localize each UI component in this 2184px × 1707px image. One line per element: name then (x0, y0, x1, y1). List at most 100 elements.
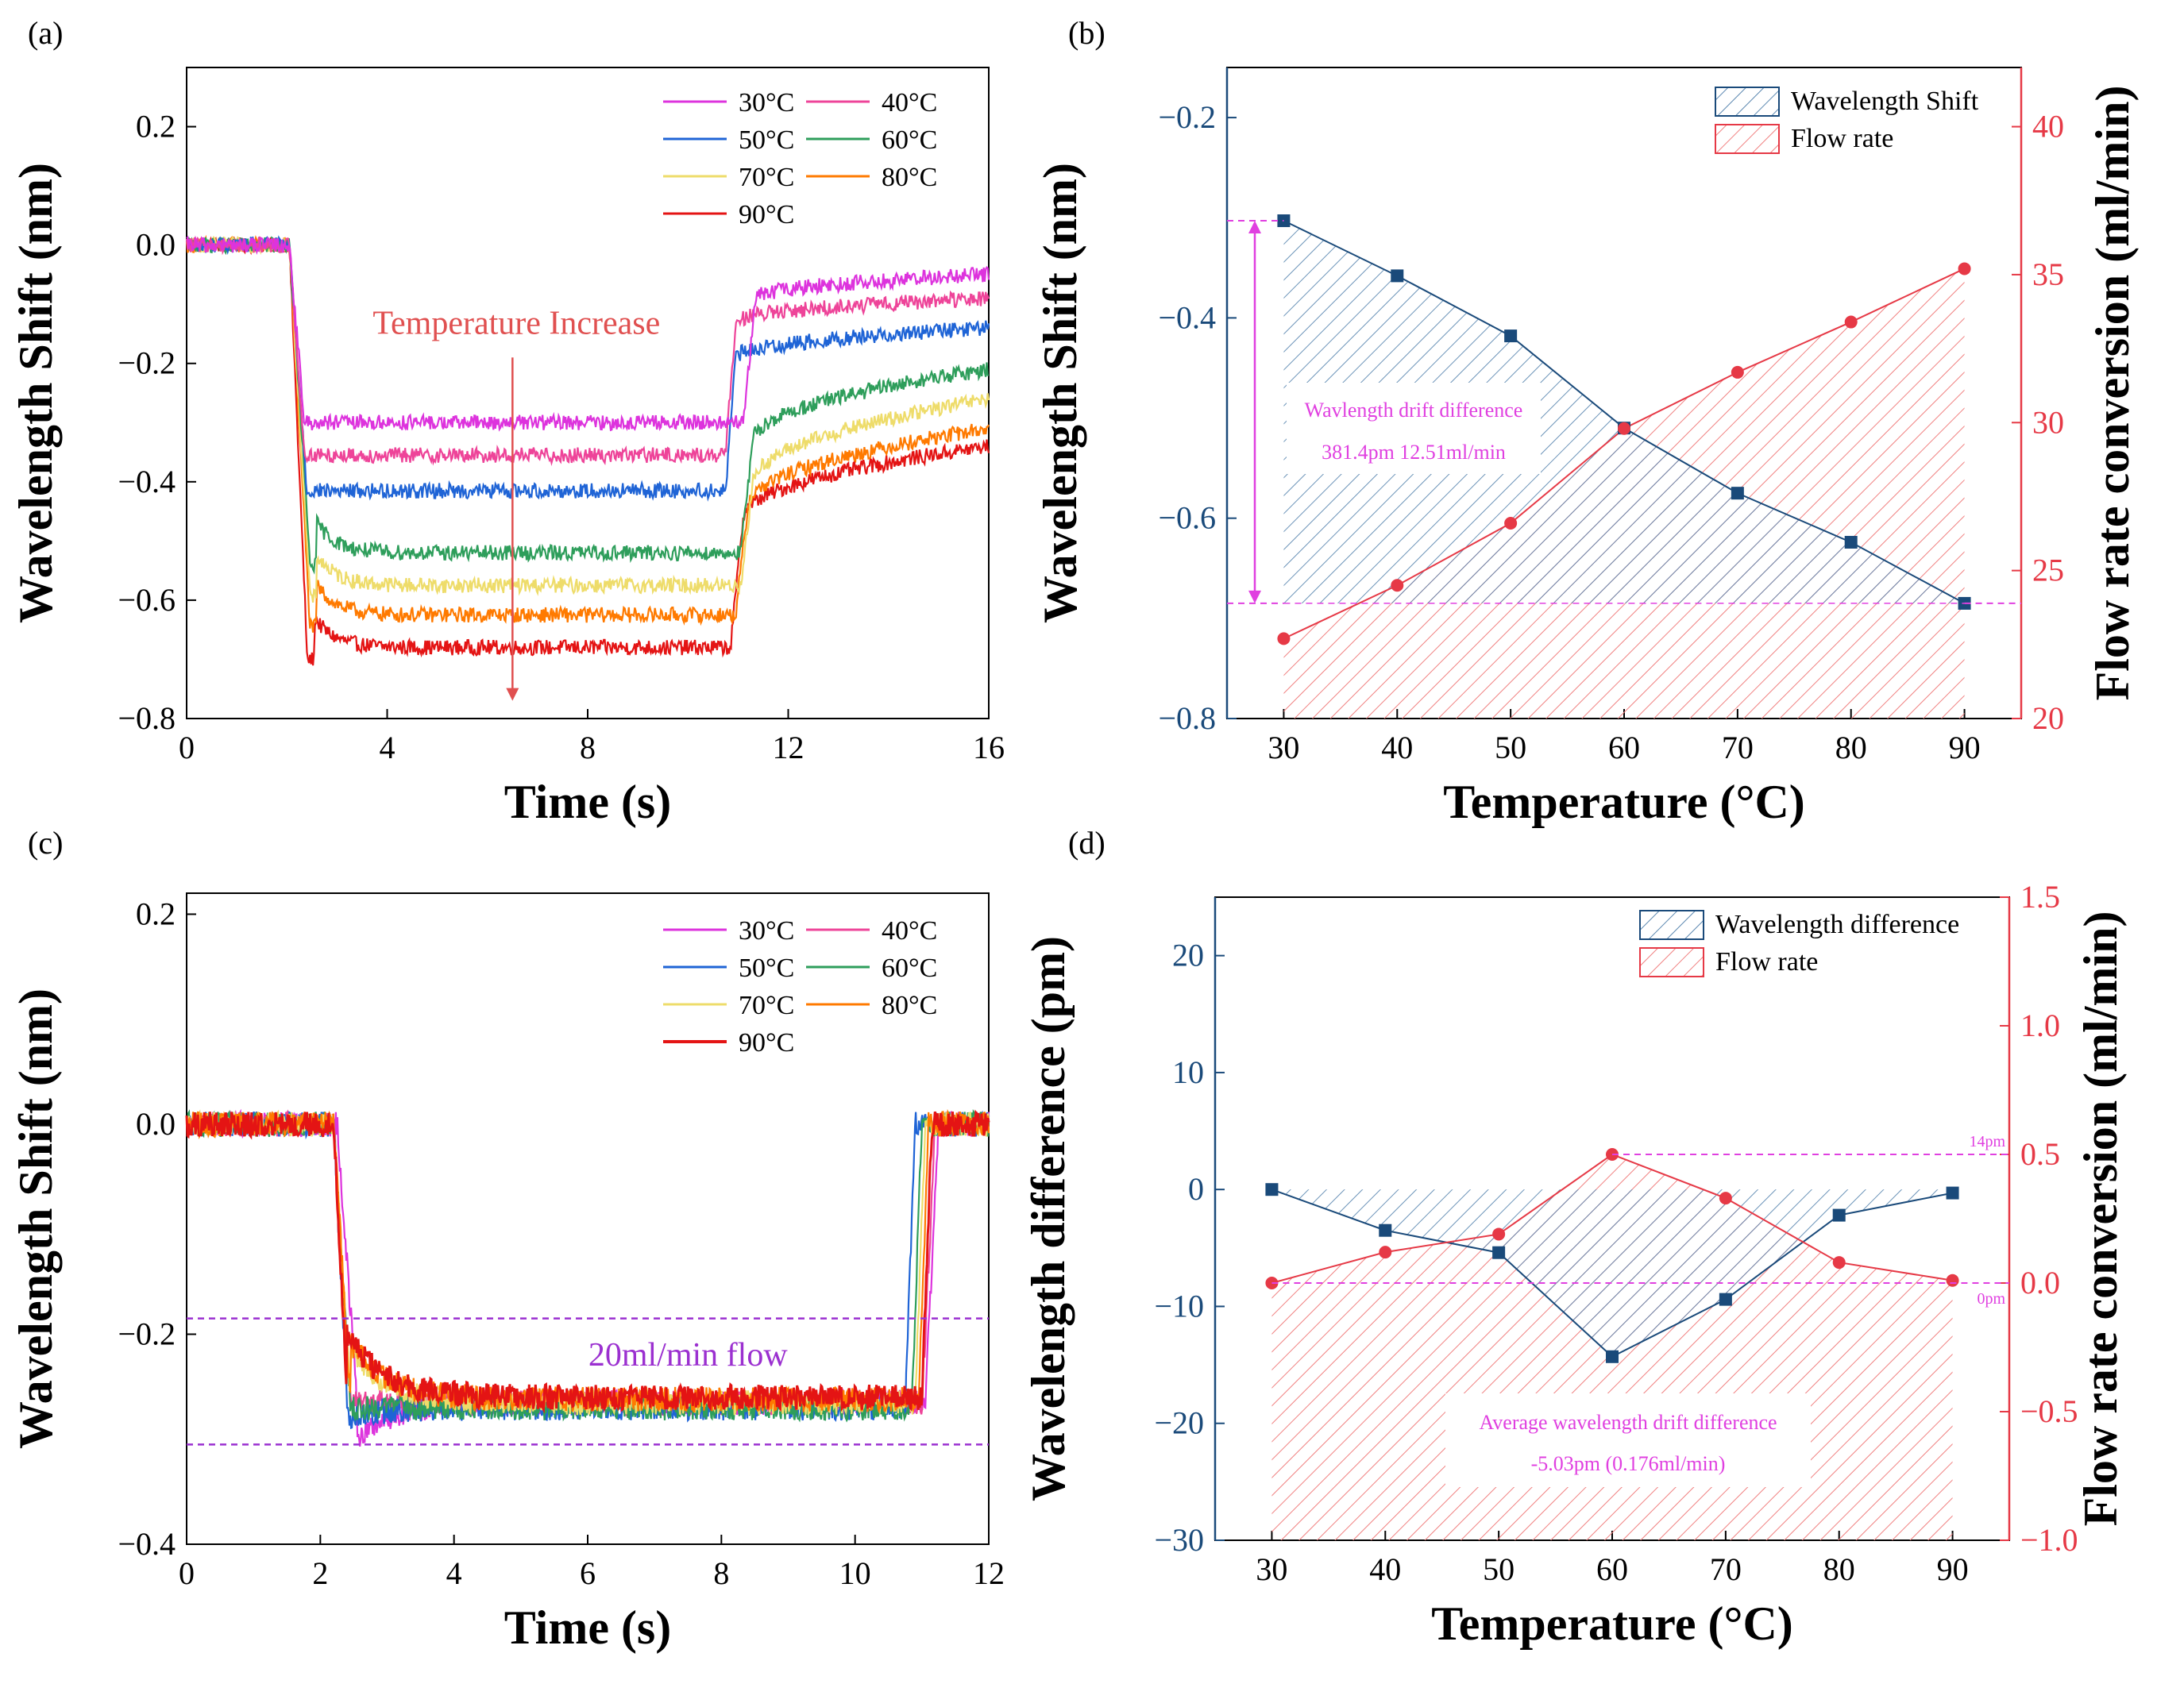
plot-frame (186, 67, 990, 719)
series-line-60 (185, 236, 990, 575)
x-axis-title: Time (s) (504, 776, 672, 828)
x-tick-label: 12 (973, 1555, 1005, 1591)
flow-rate-point (1391, 579, 1404, 592)
wavelength-point (1731, 487, 1744, 500)
reference-label: 0pm (1977, 1290, 2005, 1308)
drift-arrowhead-top (1248, 221, 1261, 234)
y2-tick-label: −1.0 (2020, 1522, 2078, 1558)
legend-label-30: 30°C (739, 88, 794, 118)
wavelength-point (1379, 1223, 1392, 1237)
y-tick-label: −0.6 (1158, 500, 1216, 536)
x-tick-label: 6 (580, 1555, 596, 1591)
y2-axis-title: Flow rate conversion (ml/min) (2086, 86, 2139, 701)
legend-label-80: 80°C (882, 991, 937, 1020)
annotation-title: Wavlength drift difference (1305, 399, 1523, 422)
wavelength-point (1606, 1350, 1619, 1363)
y-tick-label: 20 (1172, 938, 1204, 973)
panel-d-chart: 30 40 50 60 70 80 90 −30 −20 −10 0 10 20 Temperature … (1022, 879, 2127, 1650)
y2-tick-label: 1.5 (2020, 879, 2060, 915)
flow-rate-point (1618, 422, 1630, 435)
x-tick-label: 30 (1256, 1551, 1287, 1587)
panel-b-chart: 30 40 50 60 70 80 90 −0.8 −0.6 −0.4 −0.2 Temperatur… (1034, 67, 2139, 828)
flow-rate-point (1832, 1256, 1846, 1270)
panel-c-chart: 0 2 4 6 8 10 12 −0.4 −0.2 0.0 0.2 Time (s) Wavelengt… (10, 892, 1005, 1654)
legend-label-50: 50°C (739, 954, 794, 983)
legend-label-30: 30°C (739, 916, 794, 946)
annotation-arrowhead (506, 688, 519, 701)
y2-tick-label: 25 (2032, 553, 2064, 588)
legend-label-90: 90°C (739, 200, 794, 229)
panel-a-chart: 0 4 8 12 16 −0.8 −0.6 −0.4 −0.2 0.0 0.2 Time (s) Wav… (10, 67, 1005, 828)
x-tick-label: 60 (1608, 730, 1640, 765)
legend-label-90: 90°C (739, 1028, 794, 1058)
y-tick-label: −0.4 (118, 464, 176, 499)
y-tick-label: 0.2 (136, 109, 176, 144)
series-line-50 (185, 1110, 990, 1430)
legend-swatch-flow-rate (1639, 947, 1704, 977)
legend-label-40: 40°C (882, 88, 937, 118)
legend-label-wavelength: Wavelength difference (1715, 910, 1959, 939)
legend-label-70: 70°C (739, 163, 794, 192)
annotation-box (1287, 383, 1541, 474)
wavelength-point (1504, 329, 1518, 343)
y-tick-label: 0 (1188, 1171, 1204, 1207)
annotation-text: Temperature Increase (372, 305, 660, 341)
x-tick-label: 10 (839, 1555, 871, 1591)
x-axis-title: Temperature (°C) (1443, 776, 1805, 828)
flow-rate-point (1958, 262, 1971, 276)
wavelength-point (1265, 1183, 1279, 1196)
legend-label-60: 60°C (882, 954, 937, 983)
legend-label-40: 40°C (882, 916, 937, 946)
y-tick-label: 10 (1172, 1054, 1204, 1090)
x-tick-label: 90 (1949, 730, 1981, 765)
y-tick-label: −0.8 (118, 700, 176, 736)
legend-swatch-flow-rate (1715, 124, 1780, 154)
x-tick-label: 40 (1369, 1551, 1401, 1587)
annotation-text: 20ml/min flow (588, 1337, 789, 1374)
x-tick-label: 80 (1835, 730, 1867, 765)
x-tick-label: 80 (1823, 1551, 1855, 1587)
y-tick-label: −0.8 (1158, 700, 1216, 736)
flow-rate-point (1946, 1274, 1959, 1287)
wavelength-point (1492, 1246, 1506, 1259)
wavelength-point (1946, 1186, 1959, 1200)
y-tick-label: −30 (1154, 1522, 1204, 1558)
y-tick-label: −20 (1154, 1405, 1204, 1441)
y-tick-label: −0.4 (118, 1526, 176, 1562)
y-tick-label: 0.0 (136, 227, 176, 263)
x-tick-label: 0 (179, 730, 195, 765)
legend-swatch-wavelength (1715, 87, 1780, 117)
flow-rate-point (1504, 517, 1518, 530)
x-tick-label: 8 (580, 730, 596, 765)
flow-rate-point (1379, 1246, 1392, 1259)
y2-tick-label: 20 (2032, 700, 2064, 736)
panel-label-a: (a) (28, 15, 63, 51)
legend-label-flow-rate: Flow rate (1791, 124, 1893, 153)
x-tick-label: 0 (179, 1555, 195, 1591)
x-tick-label: 4 (380, 730, 396, 765)
reference-label: 14pm (1969, 1133, 2005, 1150)
legend-label-wavelength: Wavelength Shift (1791, 87, 1979, 116)
flow-rate-point (1719, 1192, 1732, 1205)
wavelength-point (1391, 269, 1404, 283)
y2-tick-label: 40 (2032, 109, 2064, 144)
annotation-value: 381.4pm 12.51ml/min (1322, 441, 1506, 464)
y-tick-label: −0.2 (1158, 99, 1216, 135)
series-line-30 (186, 235, 990, 432)
flow-rate-point (1277, 632, 1291, 645)
y-axis-title: Wavelength difference (pm) (1022, 936, 1075, 1501)
series-line-40 (185, 236, 990, 467)
wavelength-area (1271, 1189, 1953, 1357)
x-tick-label: 40 (1381, 730, 1413, 765)
plot-frame (186, 892, 990, 1545)
drift-arrowhead-bottom (1248, 590, 1261, 603)
legend-label-80: 80°C (882, 163, 937, 192)
x-tick-label: 16 (973, 730, 1005, 765)
x-axis-title: Time (s) (504, 1601, 672, 1654)
flow-rate-point (1844, 315, 1858, 329)
series-line-50 (185, 235, 990, 502)
y2-tick-label: 0.0 (2020, 1265, 2060, 1300)
x-tick-label: 8 (713, 1555, 729, 1591)
y2-axis-title: Flow rate conversion (ml/min) (2074, 911, 2127, 1527)
panel-label-b: (b) (1068, 15, 1106, 51)
